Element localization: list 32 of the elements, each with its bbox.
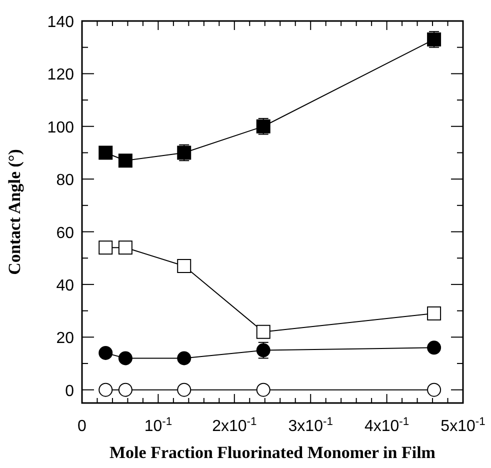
y-tick-label: 0 — [65, 382, 74, 400]
x-tick-label: 5x10$^{-1}$ — [440, 416, 486, 435]
point — [98, 146, 113, 160]
point — [98, 240, 113, 255]
point — [256, 324, 270, 339]
point — [427, 306, 442, 320]
y-tick-label: 40 — [56, 277, 74, 294]
y-axis-title: Contact Angle (°) — [5, 149, 24, 275]
y-tick-label: 60 — [56, 224, 74, 242]
point — [256, 382, 270, 397]
point — [118, 351, 132, 366]
x-tick-label: 10$^{-1}$ — [144, 416, 172, 435]
point — [98, 346, 113, 360]
point — [177, 351, 192, 366]
x-tick-label: 4x10$^{-1}$ — [364, 416, 410, 435]
point — [118, 240, 132, 255]
point — [98, 382, 113, 397]
x-tick-label: 3x10$^{-1}$ — [288, 416, 333, 435]
y-tick-label: 20 — [56, 330, 74, 348]
x-axis-title: Mole Fraction Fluorinated Monomer in Film — [110, 443, 436, 462]
x-tick-label: 0 — [78, 418, 87, 435]
point — [427, 340, 442, 355]
y-tick-label: 120 — [47, 66, 74, 84]
y-tick-label: 100 — [47, 119, 74, 136]
point — [177, 382, 192, 397]
point — [118, 154, 132, 168]
y-tick-label: 80 — [56, 172, 74, 190]
point — [118, 382, 132, 397]
point — [177, 259, 192, 274]
point — [427, 382, 442, 397]
y-tick-label: 140 — [47, 14, 74, 31]
x-tick-label: 2x10$^{-1}$ — [212, 416, 257, 435]
